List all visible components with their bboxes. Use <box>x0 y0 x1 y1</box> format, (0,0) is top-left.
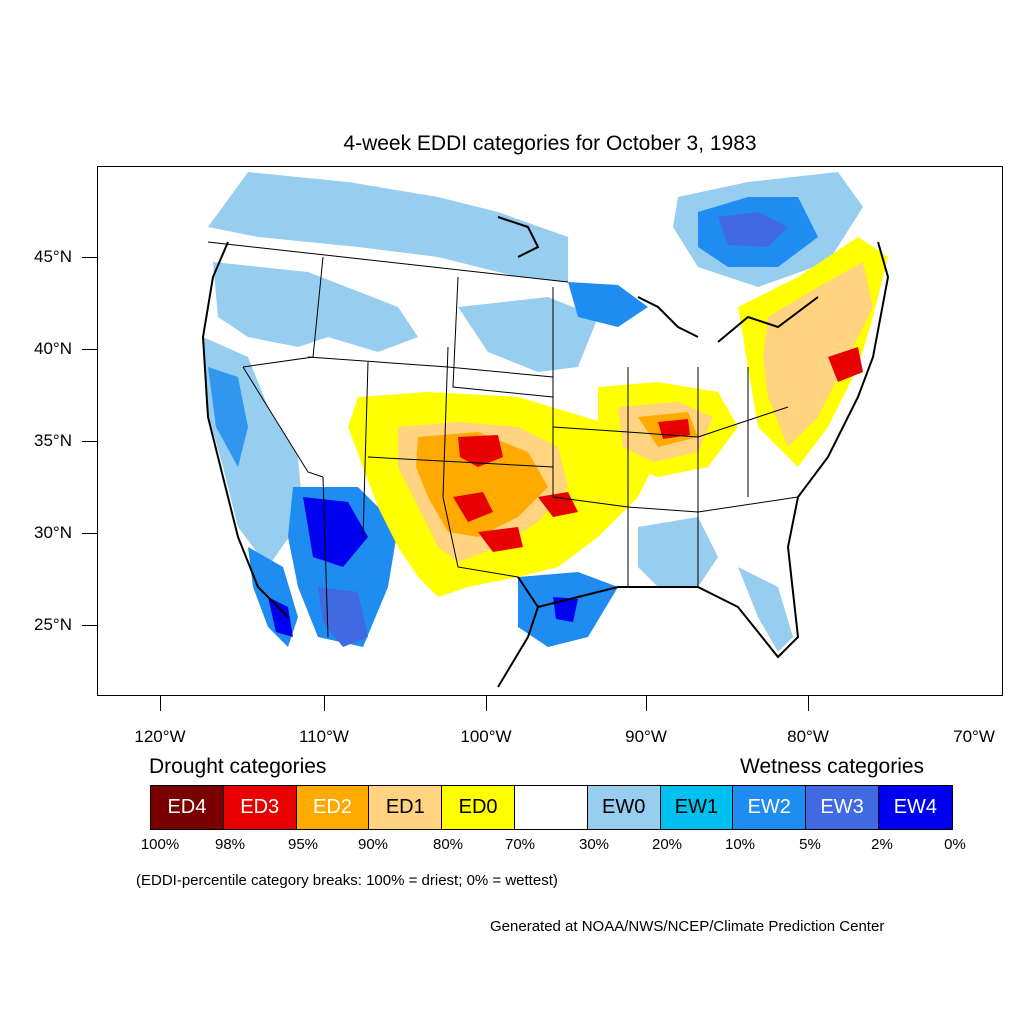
credit-line: Generated at NOAA/NWS/NCEP/Climate Predi… <box>490 918 885 935</box>
map-panel <box>97 166 1003 696</box>
legend-swatch-ew0: EW0 <box>587 786 661 829</box>
break-label: 2% <box>871 836 893 853</box>
legend-swatch-ed1: ED1 <box>369 786 443 829</box>
legend-swatch-ed2: ED2 <box>296 786 370 829</box>
lon-label-90: 90°W <box>625 727 667 746</box>
lon-label-120: 120°W <box>134 727 186 746</box>
break-label: 95% <box>287 836 319 853</box>
lat-label-40: 40°N <box>34 339 72 358</box>
lon-label-100: 100°W <box>460 727 512 746</box>
lon-tick <box>646 696 647 711</box>
lat-tick <box>82 533 97 534</box>
break-label: 90% <box>357 836 389 853</box>
lat-tick <box>82 349 97 350</box>
legend-swatch-ew1: EW1 <box>660 786 734 829</box>
lat-tick <box>82 441 97 442</box>
lat-label-30: 30°N <box>34 523 72 542</box>
break-label: 5% <box>799 836 821 853</box>
break-label: 30% <box>578 836 610 853</box>
legend-colorbar: ED4 ED3 ED2 ED1 ED0 EW0 EW1 EW2 EW3 EW4 <box>150 785 953 830</box>
lon-tick <box>486 696 487 711</box>
lat-tick <box>82 257 97 258</box>
lat-label-25: 25°N <box>34 615 72 634</box>
legend-swatch-ed3: ED3 <box>223 786 297 829</box>
lon-label-80: 80°W <box>787 727 829 746</box>
drought-heading: Drought categories <box>149 755 327 778</box>
legend-swatch-ed0: ED0 <box>442 786 515 829</box>
lon-tick <box>160 696 161 711</box>
lon-tick <box>808 696 809 711</box>
break-label: 100% <box>140 836 180 853</box>
lon-tick <box>324 696 325 711</box>
break-label: 98% <box>214 836 246 853</box>
lat-label-35: 35°N <box>34 431 72 450</box>
legend-note: (EDDI-percentile category breaks: 100% =… <box>136 872 558 889</box>
legend-swatch-ed4: ED4 <box>151 786 224 829</box>
lat-label-45: 45°N <box>34 247 72 266</box>
legend-swatch-ew3: EW3 <box>806 786 879 829</box>
break-label: 20% <box>651 836 683 853</box>
wetness-heading: Wetness categories <box>740 755 925 778</box>
lon-label-110: 110°W <box>299 727 349 746</box>
eddi-map <box>201 172 890 688</box>
break-label: 70% <box>504 836 536 853</box>
lon-label-70: 70°W <box>953 727 995 746</box>
legend-swatch-ew4: EW4 <box>878 786 952 829</box>
break-label: 80% <box>432 836 464 853</box>
lat-tick <box>82 625 97 626</box>
legend-swatch-normal <box>514 786 588 829</box>
map-title: 4-week EDDI categories for October 3, 19… <box>343 132 757 155</box>
canada-wetness <box>208 172 863 287</box>
legend-swatch-ew2: EW2 <box>733 786 807 829</box>
break-label: 0% <box>944 836 966 853</box>
break-label: 10% <box>724 836 756 853</box>
